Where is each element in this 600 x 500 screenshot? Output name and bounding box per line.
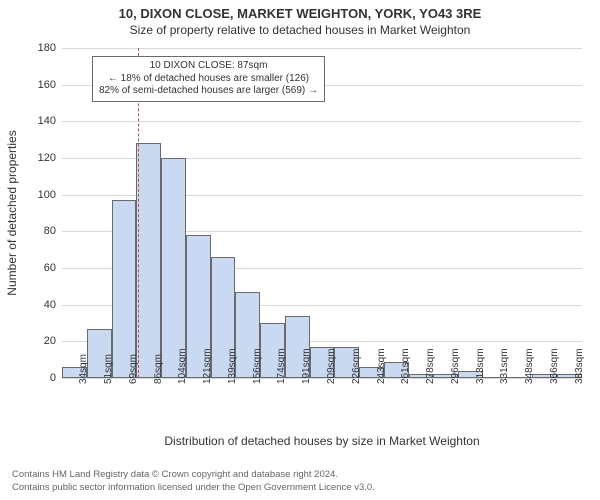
footer-line-2: Contains public sector information licen… bbox=[12, 482, 375, 494]
x-tick-label: 243sqm bbox=[376, 348, 387, 384]
chart-title-main: 10, DIXON CLOSE, MARKET WEIGHTON, YORK, … bbox=[0, 0, 600, 21]
x-tick-label: 261sqm bbox=[400, 348, 411, 384]
x-tick-label: 156sqm bbox=[252, 348, 263, 384]
histogram-bar bbox=[112, 200, 137, 378]
x-tick-label: 331sqm bbox=[499, 348, 510, 384]
x-tick-label: 296sqm bbox=[450, 348, 461, 384]
x-tick-label: 366sqm bbox=[549, 348, 560, 384]
chart-title-sub: Size of property relative to detached ho… bbox=[0, 21, 600, 37]
x-tick-label: 313sqm bbox=[475, 348, 486, 384]
y-tick-label: 0 bbox=[28, 372, 56, 384]
y-gridline bbox=[62, 48, 582, 49]
annotation-box: 10 DIXON CLOSE: 87sqm← 18% of detached h… bbox=[92, 56, 325, 102]
annotation-line: ← 18% of detached houses are smaller (12… bbox=[99, 73, 318, 86]
annotation-line: 82% of semi-detached houses are larger (… bbox=[99, 85, 318, 98]
x-tick-label: 348sqm bbox=[524, 348, 535, 384]
y-tick-label: 180 bbox=[28, 42, 56, 54]
x-tick-label: 191sqm bbox=[301, 348, 312, 384]
y-tick-label: 60 bbox=[28, 262, 56, 274]
x-tick-label: 209sqm bbox=[326, 348, 337, 384]
y-tick-label: 100 bbox=[28, 189, 56, 201]
y-axis-label: Number of detached properties bbox=[5, 130, 19, 295]
y-tick-label: 120 bbox=[28, 152, 56, 164]
y-gridline bbox=[62, 121, 582, 122]
histogram-bar bbox=[161, 158, 186, 378]
x-axis-label: Distribution of detached houses by size … bbox=[62, 434, 582, 448]
x-tick-label: 139sqm bbox=[227, 348, 238, 384]
y-tick-label: 20 bbox=[28, 335, 56, 347]
x-tick-label: 104sqm bbox=[177, 348, 188, 384]
x-tick-label: 34sqm bbox=[78, 354, 89, 384]
y-tick-label: 160 bbox=[28, 79, 56, 91]
x-tick-label: 51sqm bbox=[103, 354, 114, 384]
footer-credits: Contains HM Land Registry data © Crown c… bbox=[12, 469, 375, 494]
annotation-line: 10 DIXON CLOSE: 87sqm bbox=[99, 60, 318, 73]
y-tick-label: 80 bbox=[28, 225, 56, 237]
y-tick-label: 140 bbox=[28, 115, 56, 127]
x-tick-label: 121sqm bbox=[202, 348, 213, 384]
x-tick-label: 86sqm bbox=[153, 354, 164, 384]
footer-line-1: Contains HM Land Registry data © Crown c… bbox=[12, 469, 375, 481]
x-tick-label: 174sqm bbox=[276, 348, 287, 384]
x-tick-label: 226sqm bbox=[351, 348, 362, 384]
x-tick-label: 278sqm bbox=[425, 348, 436, 384]
y-tick-label: 40 bbox=[28, 299, 56, 311]
x-tick-label: 69sqm bbox=[128, 354, 139, 384]
histogram-bar bbox=[136, 143, 161, 378]
chart-container: 10, DIXON CLOSE, MARKET WEIGHTON, YORK, … bbox=[0, 0, 600, 500]
x-tick-label: 383sqm bbox=[574, 348, 585, 384]
